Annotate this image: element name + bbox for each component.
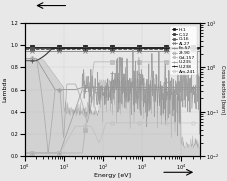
Legend: H-1, C-12, O-16, Al-27, Fe-57, Zr-90, Gd-157, U-235, U-238, Am-241: H-1, C-12, O-16, Al-27, Fe-57, Zr-90, Gd… [169,26,196,75]
Y-axis label: Lambda: Lambda [3,77,8,102]
X-axis label: Energy [eV]: Energy [eV] [93,173,130,178]
Y-axis label: Cross section [barn]: Cross section [barn] [219,65,224,114]
